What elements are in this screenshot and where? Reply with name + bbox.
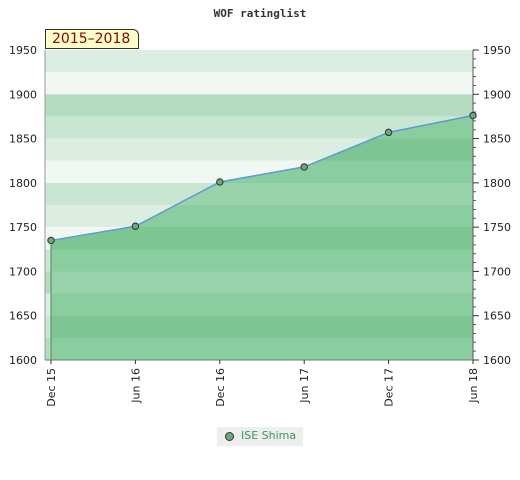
period-badge: 2015–2018 <box>45 29 139 49</box>
data-point <box>131 222 140 230</box>
area-band <box>51 227 473 250</box>
data-point <box>300 163 308 171</box>
chart-title: WOF ratinglist <box>214 7 307 20</box>
y-tick-label-right: 1950 <box>483 44 511 57</box>
area-band <box>51 249 473 272</box>
x-tick-label: Dec 15 <box>45 368 58 407</box>
area-band <box>51 315 473 338</box>
x-tick-label: Dec 17 <box>383 368 396 407</box>
data-point <box>47 236 55 245</box>
area-band <box>51 293 473 316</box>
legend[interactable]: ISE Shima <box>217 427 303 446</box>
period-label: 2015–2018 <box>52 31 131 47</box>
y-tick-label-left: 1750 <box>9 221 37 234</box>
y-tick-label-left: 1600 <box>9 354 37 367</box>
background-band <box>45 94 473 117</box>
background-band <box>45 72 473 95</box>
y-tick-label-left: 1700 <box>9 265 37 278</box>
x-tick-label: Dec 16 <box>214 368 227 407</box>
y-tick-label-left: 1950 <box>9 44 37 57</box>
background-band <box>45 116 473 139</box>
x-tick-label: Jun 18 <box>467 368 480 404</box>
background-band <box>45 50 473 73</box>
area-band <box>51 337 473 360</box>
x-tick-label: Jun 16 <box>129 368 142 404</box>
series-lines <box>50 114 474 360</box>
y-tick-label-right: 1850 <box>483 133 511 146</box>
y-tick-label-left: 1850 <box>9 133 37 146</box>
y-tick-label-left: 1650 <box>9 310 37 323</box>
legend-label: ISE Shima <box>241 429 297 442</box>
data-point <box>216 178 224 186</box>
series-line <box>50 114 474 242</box>
y-tick-label-right: 1900 <box>483 88 511 101</box>
axes: 1600 1600 1650 1650 1700 1700 1750 1750 1800 1800… <box>9 44 511 407</box>
data-point <box>469 111 477 120</box>
y-tick-label-right: 1750 <box>483 221 511 234</box>
y-tick-label-right: 1650 <box>483 310 511 323</box>
y-tick-label-right: 1700 <box>483 265 511 278</box>
x-tick-label: Jun 17 <box>298 368 311 404</box>
area-band <box>51 271 473 294</box>
y-tick-label-left: 1900 <box>9 88 37 101</box>
series-points <box>47 111 477 245</box>
y-tick-label-right: 1600 <box>483 354 511 367</box>
y-tick-label-right: 1800 <box>483 177 511 190</box>
data-point <box>384 128 393 137</box>
legend-marker <box>225 432 234 441</box>
y-tick-label-left: 1800 <box>9 177 37 190</box>
